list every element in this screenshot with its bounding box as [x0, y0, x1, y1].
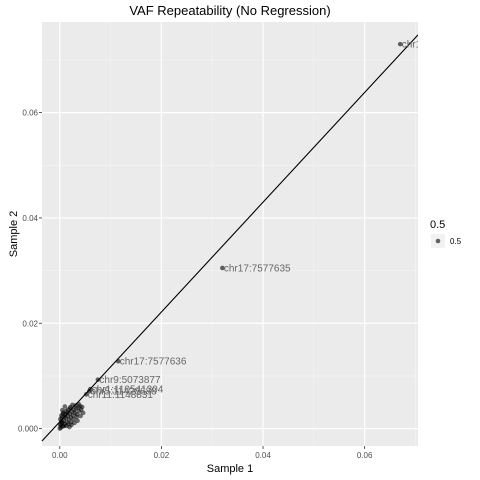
data-point — [63, 412, 68, 417]
x-tick-label: 0.02 — [154, 451, 170, 460]
data-point — [76, 401, 81, 407]
data-point — [80, 410, 86, 416]
legend: 0.5 0.5 — [430, 219, 462, 248]
point-label: chr11:1148831 — [88, 390, 154, 401]
chart-title: VAF Repeatability (No Regression) — [129, 3, 330, 18]
data-point — [68, 404, 73, 410]
data-point — [79, 404, 85, 410]
point-label: chr9:5073877 — [99, 375, 161, 386]
data-point — [86, 388, 92, 394]
data-point — [74, 414, 79, 420]
data-point — [83, 392, 89, 397]
point-labels: chr1 chr17:7577635 chr17:7577636 chr9:50738… — [88, 40, 422, 401]
data-point — [61, 423, 67, 429]
y-tick-label: 0.06 — [22, 109, 38, 118]
point-label: chr17:7577635 — [224, 263, 291, 274]
data-point — [62, 404, 68, 409]
legend-entry-label: 0.5 — [450, 237, 462, 246]
data-point — [59, 415, 65, 420]
y-tick-label: 0.04 — [22, 214, 38, 223]
data-point — [95, 377, 101, 382]
data-point — [397, 41, 403, 47]
data-point — [60, 419, 65, 425]
x-tick-label: 0.04 — [255, 451, 271, 460]
point-label: chr17:7577636 — [120, 357, 187, 368]
point-label: chr1 — [402, 40, 422, 51]
data-point — [115, 358, 121, 364]
reference-line — [41, 34, 419, 442]
right-margin-mask — [418, 22, 426, 446]
data-points — [57, 41, 403, 431]
legend-key-point — [435, 238, 441, 244]
reference-line-group — [41, 34, 419, 442]
y-axis-title: Sample 2 — [8, 211, 20, 257]
data-point — [220, 265, 225, 271]
y-tick-label: 0.000 — [18, 425, 39, 434]
data-point — [78, 413, 83, 419]
plot-panel — [42, 22, 418, 446]
minor-gridlines — [42, 22, 418, 446]
y-axis-ticks: 0.000 0.02 0.04 0.06 — [18, 109, 42, 434]
point-label: chr5:11428688 — [91, 387, 157, 398]
legend-title: 0.5 — [430, 219, 445, 231]
x-axis-ticks: 0.00 0.02 0.04 0.06 — [52, 446, 373, 460]
data-point — [57, 426, 63, 431]
y-tick-label: 0.02 — [22, 319, 38, 328]
x-tick-label: 0.06 — [357, 451, 373, 460]
point-label: chr1:110541304 — [92, 385, 164, 396]
x-axis-title: Sample 1 — [207, 463, 253, 475]
x-tick-label: 0.00 — [52, 451, 68, 460]
data-point — [75, 418, 80, 424]
